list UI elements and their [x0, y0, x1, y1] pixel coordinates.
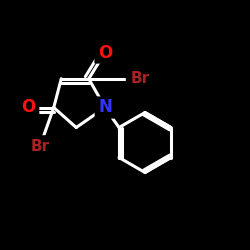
Text: O: O	[19, 98, 38, 117]
Text: Br: Br	[127, 69, 153, 89]
Text: Br: Br	[27, 136, 53, 156]
Text: Br: Br	[30, 139, 50, 154]
Text: O: O	[22, 98, 36, 116]
Text: N: N	[98, 98, 112, 116]
Text: O: O	[98, 44, 112, 62]
Text: N: N	[96, 98, 114, 117]
Text: Br: Br	[130, 71, 150, 86]
Text: O: O	[96, 42, 114, 62]
